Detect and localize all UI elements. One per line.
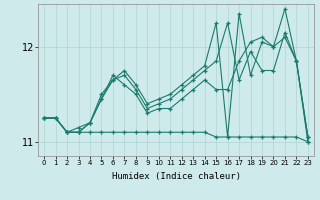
X-axis label: Humidex (Indice chaleur): Humidex (Indice chaleur): [111, 172, 241, 181]
